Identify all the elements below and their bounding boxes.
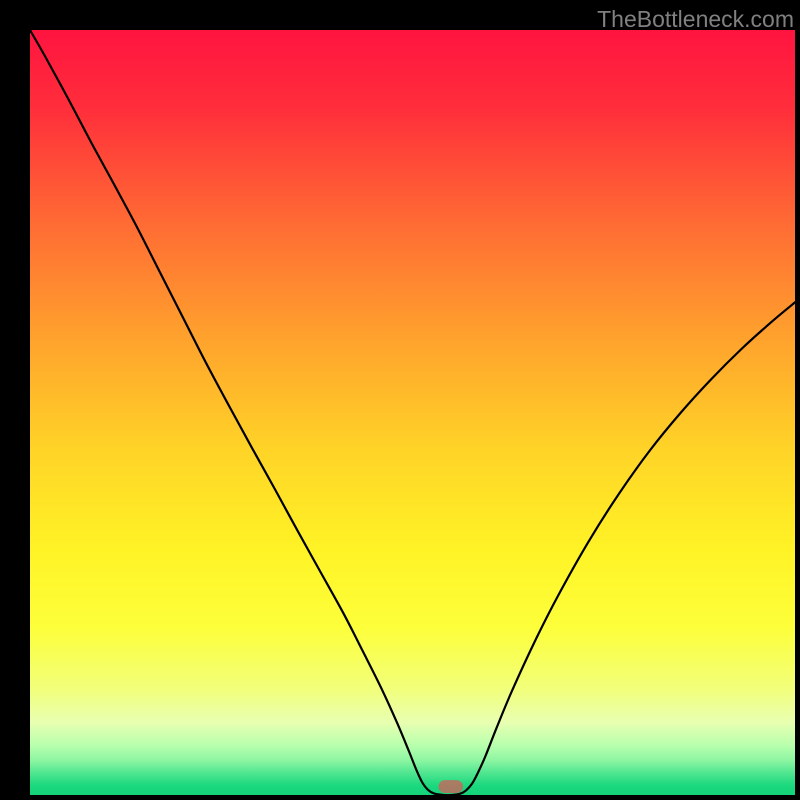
chart-container: TheBottleneck.com <box>0 0 800 800</box>
watermark-text: TheBottleneck.com <box>597 6 794 33</box>
plot-area <box>30 30 795 795</box>
chart-svg <box>30 30 795 795</box>
minimum-marker <box>439 780 463 793</box>
